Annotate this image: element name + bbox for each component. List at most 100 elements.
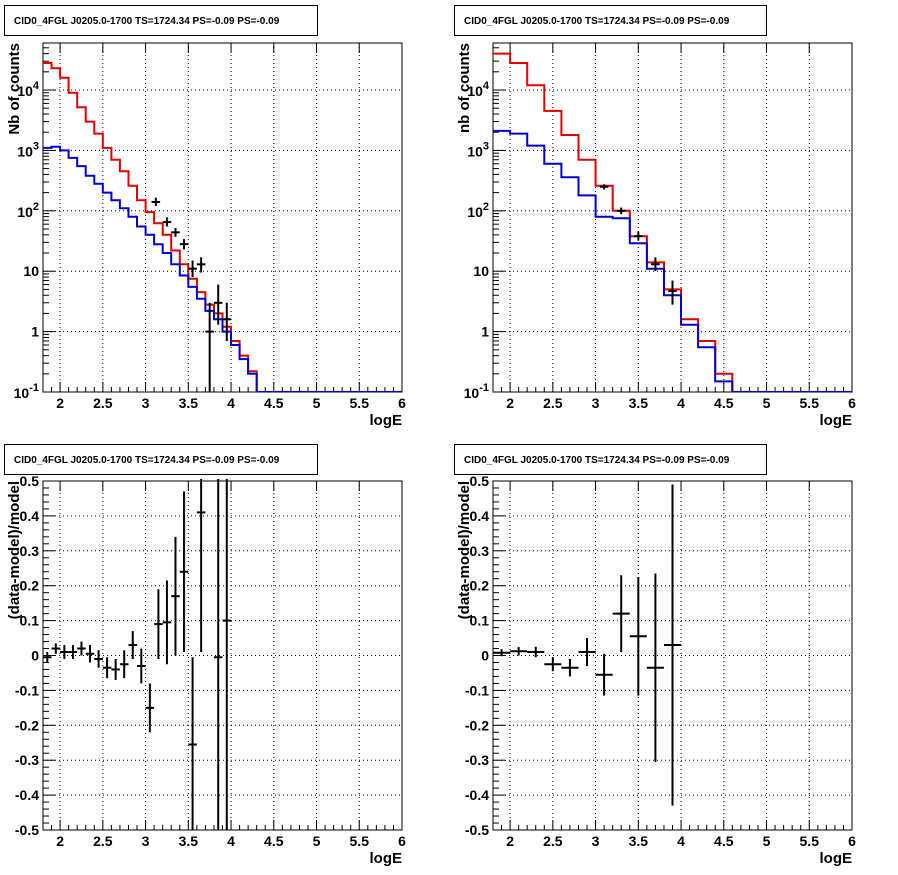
x-tick-label: 5.5 (350, 833, 370, 849)
y-tick-label: -0.5 (465, 822, 489, 838)
y-tick-label: 10 (473, 263, 489, 279)
x-tick-label: 5 (313, 833, 321, 849)
x-tick-label: 2 (56, 833, 64, 849)
y-tick-label: -0.3 (465, 752, 489, 768)
y-tick-label: 104 (17, 80, 40, 99)
x-tick-label: 2 (56, 395, 64, 411)
plot-area (493, 484, 682, 806)
y-axis-label: Nb of counts (6, 43, 23, 135)
x-tick-label: 2 (506, 833, 514, 849)
x-tick-label: 5 (313, 395, 321, 411)
x-tick-label: 4 (677, 833, 685, 849)
y-tick-label: 102 (467, 201, 489, 220)
plot-area (43, 479, 232, 830)
x-tick-label: 3 (592, 395, 600, 411)
y-tick-label: -0.5 (15, 822, 39, 838)
y-tick-label: 0.5 (470, 473, 490, 489)
x-tick-label: 3 (142, 833, 150, 849)
x-tick-label: 3.5 (629, 395, 649, 411)
y-tick-label: 1 (31, 324, 39, 340)
title-box (454, 444, 767, 475)
plot-area (493, 52, 852, 392)
panel-1: CID0_4FGL J0205.0-1700 TS=1724.34 PS=-0.… (4, 5, 406, 429)
y-tick-label: 0 (481, 648, 489, 664)
x-tick-label: 5.5 (800, 833, 820, 849)
x-tick-label: 4.5 (264, 833, 284, 849)
x-tick-label: 5.5 (800, 395, 820, 411)
x-tick-label: 5 (763, 395, 771, 411)
y-tick-label: -0.1 (465, 682, 489, 698)
x-tick-label: 3.5 (179, 833, 199, 849)
histogram-series-1 (43, 62, 402, 392)
y-tick-label: 0.1 (470, 613, 490, 629)
x-tick-label: 2.5 (543, 833, 563, 849)
y-tick-label: 0.2 (470, 578, 490, 594)
panel-title: CID0_4FGL J0205.0-1700 TS=1724.34 PS=-0.… (464, 16, 730, 27)
x-tick-label: 3 (142, 395, 150, 411)
x-tick-label: 2.5 (543, 395, 563, 411)
panel-2: CID0_4FGL J0205.0-1700 TS=1724.34 PS=-0.… (454, 5, 856, 429)
x-tick-label: 3.5 (179, 395, 199, 411)
x-tick-label: 4 (227, 395, 235, 411)
x-tick-label: 2.5 (93, 833, 113, 849)
x-tick-label: 6 (848, 833, 856, 849)
histogram-series-2 (43, 145, 402, 392)
y-tick-label: -0.1 (15, 682, 39, 698)
y-tick-label: 0.3 (20, 543, 40, 559)
y-tick-label: 1 (481, 324, 489, 340)
panel-title: CID0_4FGL J0205.0-1700 TS=1724.34 PS=-0.… (14, 16, 280, 27)
y-axis-label: (data-model)/model (6, 481, 23, 619)
panel-4: CID0_4FGL J0205.0-1700 TS=1724.34 PS=-0.… (454, 444, 856, 867)
title-box (4, 444, 318, 475)
x-tick-label: 6 (398, 833, 406, 849)
plot-area (43, 62, 402, 392)
y-tick-label: 0.1 (20, 613, 40, 629)
y-tick-label: -0.2 (15, 717, 39, 733)
x-axis-label: logE (370, 850, 403, 867)
y-tick-label: 0 (31, 648, 39, 664)
y-tick-label: 103 (17, 140, 39, 159)
y-tick-label: -0.4 (15, 787, 39, 803)
y-tick-label: 0.3 (470, 543, 490, 559)
title-box (4, 5, 318, 36)
histogram-series-2 (493, 129, 852, 392)
y-axis-label: nb of counts (456, 43, 473, 133)
x-tick-label: 2 (506, 395, 514, 411)
x-axis-label: logE (820, 412, 853, 429)
y-tick-label: -0.3 (15, 752, 39, 768)
y-tick-label: 10 (23, 263, 39, 279)
x-tick-label: 4.5 (264, 395, 284, 411)
x-tick-label: 4.5 (714, 833, 734, 849)
x-tick-label: 5.5 (350, 395, 370, 411)
panel-title: CID0_4FGL J0205.0-1700 TS=1724.34 PS=-0.… (14, 455, 280, 466)
y-tick-label: 10-1 (464, 382, 489, 401)
x-tick-label: 4.5 (714, 395, 734, 411)
x-tick-label: 3.5 (629, 833, 649, 849)
y-tick-label: 104 (467, 80, 490, 99)
y-tick-label: -0.2 (465, 717, 489, 733)
panels: CID0_4FGL J0205.0-1700 TS=1724.34 PS=-0.… (4, 5, 856, 867)
y-tick-label: 0.4 (20, 508, 40, 524)
x-tick-label: 4 (227, 833, 235, 849)
x-tick-label: 4 (677, 395, 685, 411)
y-tick-label: 103 (467, 140, 489, 159)
x-axis-label: logE (820, 850, 853, 867)
x-tick-label: 6 (848, 395, 856, 411)
panel-title: CID0_4FGL J0205.0-1700 TS=1724.34 PS=-0.… (464, 455, 730, 466)
x-tick-label: 3 (592, 833, 600, 849)
y-tick-label: 10-1 (14, 382, 39, 401)
x-tick-label: 5 (763, 833, 771, 849)
y-tick-label: 0.2 (20, 578, 40, 594)
x-axis-label: logE (370, 412, 403, 429)
y-tick-label: 102 (17, 201, 39, 220)
x-tick-label: 6 (398, 395, 406, 411)
y-tick-label: -0.4 (465, 787, 489, 803)
y-tick-label: 0.4 (470, 508, 490, 524)
title-box (454, 5, 767, 36)
y-axis-label: (data-model)/model (456, 481, 473, 619)
x-tick-label: 2.5 (93, 395, 113, 411)
panel-3: CID0_4FGL J0205.0-1700 TS=1724.34 PS=-0.… (4, 444, 406, 867)
y-tick-label: 0.5 (20, 473, 40, 489)
